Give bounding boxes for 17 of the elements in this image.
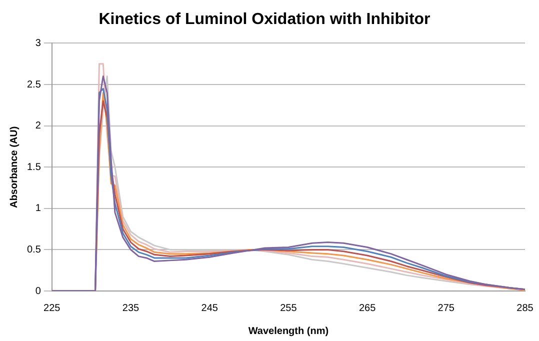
x-tick-label: 225 <box>44 302 61 314</box>
y-tick-label: 2 <box>35 120 42 132</box>
y-axis-title: Absorbance (AU) <box>8 126 20 208</box>
x-axis-title: Wavelength (nm) <box>248 326 329 337</box>
y-tick-label: 0.5 <box>26 244 42 256</box>
x-tick-label: 255 <box>280 302 298 314</box>
y-tick-label: 1 <box>35 203 42 214</box>
x-tick-label: 285 <box>516 302 534 314</box>
x-tick-label: 245 <box>201 302 218 314</box>
y-tick-label: 2.5 <box>26 79 42 90</box>
x-tick-label: 235 <box>122 302 140 314</box>
x-tick-label: 275 <box>438 302 455 314</box>
y-tick-label: 0 <box>35 286 42 297</box>
y-tick-label: 3 <box>35 38 42 49</box>
chart-title: Kinetics of Luminol Oxidation with Inhibitor <box>98 11 430 28</box>
y-tick-label: 1.5 <box>26 162 42 173</box>
x-tick-label: 265 <box>358 302 376 314</box>
